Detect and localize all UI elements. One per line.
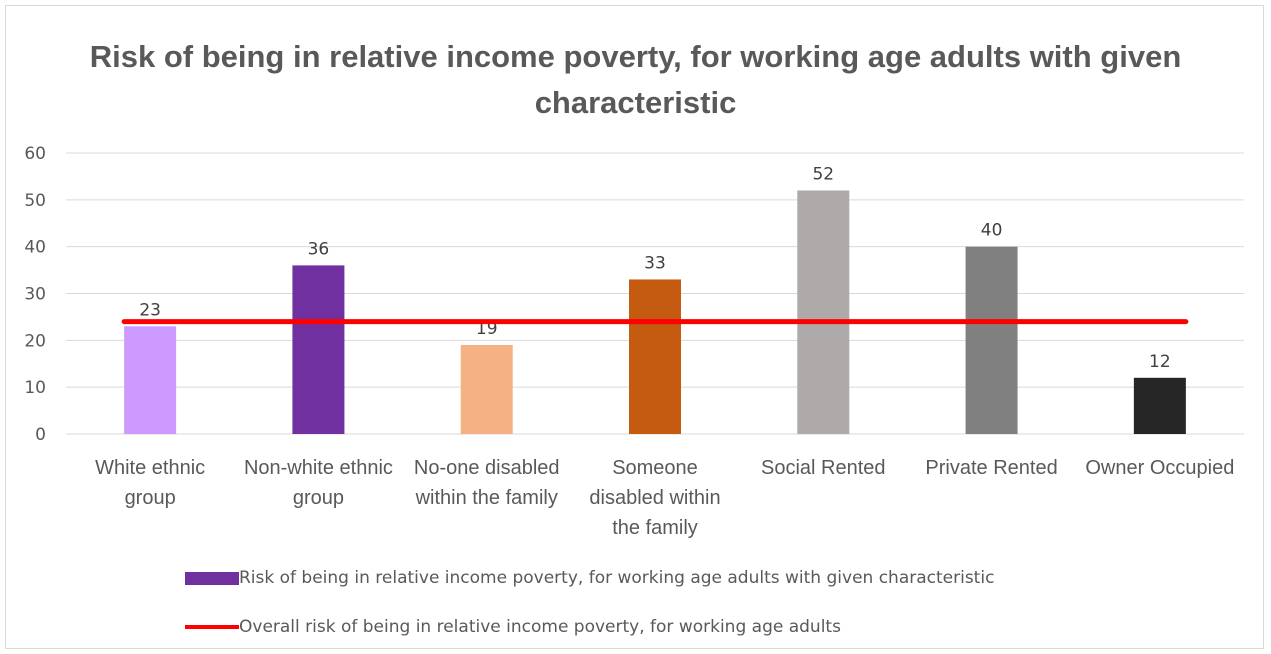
- y-tick-label: 20: [24, 331, 46, 351]
- bar: [1133, 377, 1186, 434]
- legend-line-label: Overall risk of being in relative income…: [239, 617, 841, 637]
- data-label: 12: [1149, 352, 1171, 372]
- legend-bar-label: Risk of being in relative income poverty…: [239, 568, 995, 588]
- bar: [965, 246, 1018, 434]
- y-tick-label: 10: [24, 378, 46, 398]
- y-axis-tick-labels: 0 10 20 30 40 50 60: [24, 144, 46, 445]
- bar: [797, 190, 850, 434]
- x-category-label: Owner Occupied: [1085, 457, 1234, 479]
- y-tick-label: 50: [24, 191, 46, 211]
- y-tick-label: 40: [24, 238, 46, 258]
- x-axis-category-labels: White ethnic group Non-white ethnic group No…: [95, 457, 1234, 539]
- chart-title: Risk of being in relative income poverty…: [89, 39, 1182, 120]
- x-category-label: Someone disabled within the family: [589, 457, 720, 539]
- y-tick-label: 30: [24, 285, 46, 305]
- data-label: 40: [981, 221, 1003, 241]
- y-tick-label: 60: [24, 144, 46, 164]
- bar: [460, 345, 513, 434]
- x-category-label: Private Rented: [925, 457, 1057, 479]
- x-category-label: Social Rented: [761, 457, 886, 479]
- bar-series: [124, 190, 1186, 434]
- y-tick-label: 0: [35, 425, 46, 445]
- data-label: 36: [308, 239, 330, 259]
- bar: [124, 326, 177, 434]
- x-category-label: No-one disabled within the family: [414, 457, 560, 509]
- legend-item-line: Overall risk of being in relative income…: [185, 617, 841, 637]
- x-category-label: White ethnic group: [95, 457, 205, 509]
- x-category-label: Non-white ethnic group: [244, 457, 393, 509]
- data-label: 52: [812, 164, 834, 184]
- legend-bar-swatch: [185, 571, 239, 585]
- data-label: 33: [644, 253, 666, 273]
- bar: [292, 265, 345, 434]
- data-label: 23: [139, 300, 161, 320]
- legend-line-swatch: [185, 625, 239, 629]
- bar: [629, 279, 681, 434]
- legend-item-bars: Risk of being in relative income poverty…: [185, 568, 994, 588]
